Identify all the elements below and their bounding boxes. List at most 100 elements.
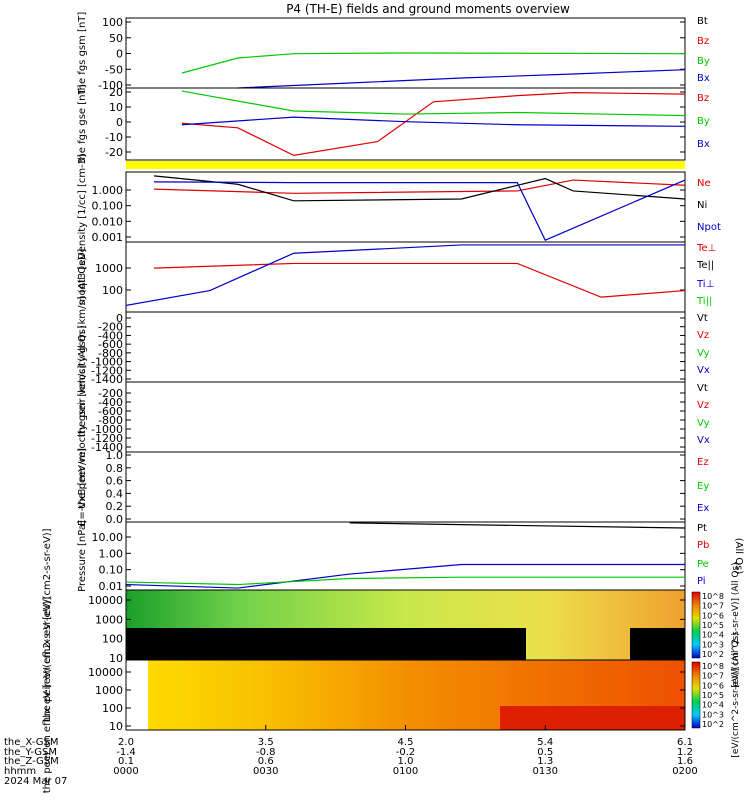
legend-label: Vz <box>697 400 709 411</box>
panel-2: 20 10 0 -10 -20 the fgs gse [nT] Bz By Bx <box>77 84 710 163</box>
y-tick-label: 50 <box>109 32 123 45</box>
y-tick-label: -1400 <box>91 441 123 454</box>
x-tick-label: 3.5 <box>258 737 274 748</box>
y-tick-label: 0.001 <box>92 231 124 244</box>
series-line-by <box>181 90 686 117</box>
panel-8: 10.00 1.00 0.10 0.01 Pressure [nPa] Pt Pb Pe Pi (… <box>77 520 744 593</box>
spectrogram-nodata <box>126 660 148 730</box>
panel-frame <box>125 451 686 523</box>
colorbar-label: [eV/(cm^2-s-sr-eV)] (All Qs) <box>731 632 741 757</box>
legend-label: Te|| <box>696 260 714 271</box>
spectrogram-low-counts <box>126 628 526 660</box>
panel-7: 1.00.80.60.40.20.0 E=-VxB [mV/m] Ez Ey Ex <box>77 448 709 526</box>
series-line-ne <box>153 179 686 194</box>
series-line-pi <box>125 563 685 589</box>
series-line-bx <box>237 69 686 89</box>
legend-label: Ne <box>697 178 711 189</box>
y-tick-label: 10 <box>109 101 123 114</box>
panel-1: 100 50 0 -50 -100 the fgs gsm [nT] Bt Bz By Bx <box>77 12 710 95</box>
legend-label: Bz <box>697 36 709 47</box>
y-tick-label: -600 <box>98 338 123 351</box>
y-tick-label: -1200 <box>91 432 123 445</box>
x-tick-label: 2.0 <box>118 737 134 748</box>
x-tick-label: 1.3 <box>537 756 553 767</box>
spectrogram-high-flux <box>500 706 685 730</box>
y-tick-label: 20 <box>109 86 123 99</box>
series-line-te <box>153 262 686 298</box>
series-line-ni <box>153 175 686 202</box>
y-axis-label: the peer velocity gsm [km/s] (All Qs) <box>77 325 88 509</box>
x-tick-label: 1.0 <box>398 756 414 767</box>
panel-3: 1.000 0.100 0.010 0.001 Density [1/cc] [cm-3… <box>77 154 721 260</box>
x-tick-label: 1.6 <box>677 756 693 767</box>
legend-label: Ti|| <box>696 296 712 307</box>
y-tick-label: 100 <box>102 16 123 29</box>
legend-label: Npot <box>697 222 721 233</box>
y-tick-label: 1.000 <box>92 184 124 197</box>
y-tick-label: 0.01 <box>99 580 124 593</box>
colorbar-tick-label: 10^3 <box>702 640 724 649</box>
colorbar-tick-label: 10^4 <box>702 631 724 640</box>
y-axis-label: the peir en eflux eV [eV/(cm2-s-sr-eV)] <box>42 528 53 721</box>
legend-label: Ez <box>697 457 709 468</box>
y-tick-label: -400 <box>98 329 123 342</box>
colorbar-tick-label: 10^3 <box>702 710 724 719</box>
legend-label: Bx <box>697 139 710 150</box>
y-axis-label: E=-VxB [mV/m] <box>77 448 88 526</box>
colorbar-tick-label: 10^2 <box>702 720 724 729</box>
panel-9: 10^810^710^610^510^410^310^2100001000100… <box>42 528 741 721</box>
y-tick-label: -1200 <box>91 364 123 377</box>
y-tick-label: -10 <box>105 131 123 144</box>
y-tick-label: -800 <box>98 347 123 360</box>
series-line-ti <box>125 244 685 307</box>
y-axis-label: Density [1/cc] [cm-3] <box>77 154 88 260</box>
colorbar-tick-label: 10^8 <box>702 662 724 671</box>
x-tick-label: -0.8 <box>256 747 276 758</box>
colorbar <box>691 661 701 729</box>
legend-label: Vy <box>697 418 710 429</box>
y-tick-label: -100 <box>98 79 123 92</box>
y-tick-label: 0.2 <box>106 500 124 513</box>
x-axis-row-label: hhmm <box>4 766 36 777</box>
y-tick-label: -1000 <box>91 423 123 436</box>
y-tick-label: -1400 <box>91 373 123 386</box>
y-tick-label: 100 <box>102 284 123 297</box>
y-tick-label: 10000 <box>88 594 123 607</box>
y-axis-label: the peer en eflux eV [eV/(cm2-s-sr-eV)] <box>42 597 53 794</box>
x-tick-label: 0.6 <box>258 756 274 767</box>
x-tick-label: 6.1 <box>677 737 693 748</box>
y-tick-label: 10.00 <box>92 531 124 544</box>
legend-label: Bx <box>697 73 710 84</box>
y-tick-label: 0.4 <box>106 487 124 500</box>
x-axis-row-label: the_Z-GSM <box>4 756 59 767</box>
legend-label: Vz <box>697 330 709 341</box>
y-axis-label: Pressure [nPa] <box>77 520 88 592</box>
series-line-pe <box>125 576 685 586</box>
series-line-npot <box>153 179 686 241</box>
legend-label: Pi <box>697 576 706 587</box>
x-axis-row-label: the_Y-GSM <box>4 747 57 758</box>
y-tick-label: 1000 <box>95 613 123 626</box>
legend-label: By <box>697 56 710 67</box>
y-tick-label: 100 <box>102 633 123 646</box>
y-tick-label: 0.8 <box>106 462 124 475</box>
legend-label: Vt <box>697 313 708 324</box>
colorbar-tick-label: 10^6 <box>702 611 724 620</box>
legend-label: Vy <box>697 348 710 359</box>
y-tick-label: -1000 <box>91 356 123 369</box>
y-tick-label: 0 <box>116 48 123 61</box>
legend-label: Bt <box>697 16 708 27</box>
colorbar-tick-label: 10^6 <box>702 681 724 690</box>
panel-10: 10^810^710^610^510^410^310^2100001000100… <box>42 597 741 794</box>
panel-frame <box>125 241 686 313</box>
x-tick-label: 0030 <box>253 766 278 777</box>
legend-label: By <box>697 116 710 127</box>
x-tick-label: -1.4 <box>116 747 136 758</box>
y-axis-label: the fgs gse [nT] <box>77 84 88 163</box>
legend-label: Pb <box>697 540 709 551</box>
y-tick-label: 10 <box>109 652 123 665</box>
colorbar-tick-label: 10^2 <box>702 650 724 659</box>
legend-note: (All Qs) <box>733 538 744 575</box>
